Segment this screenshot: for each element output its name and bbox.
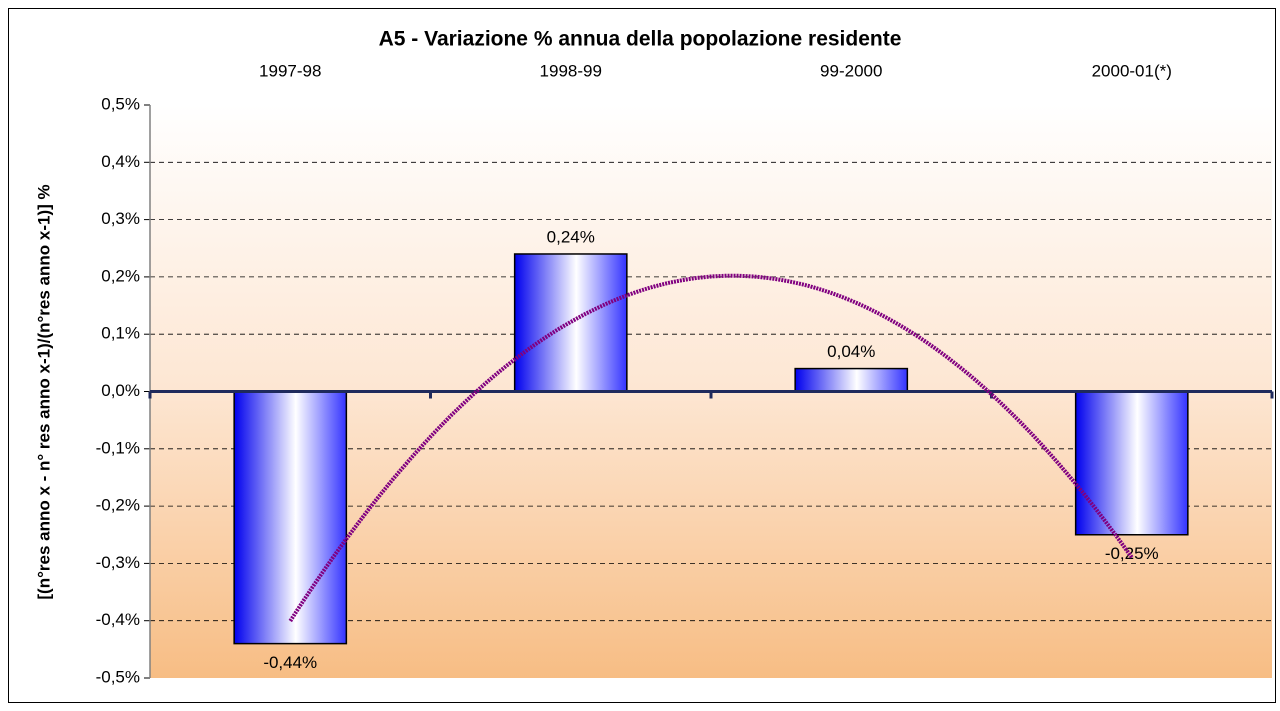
x-tick-label: 2000-01(*) [1092,61,1172,80]
x-tick-label: 1997-98 [259,61,321,80]
y-tick-label: 0,3% [101,209,140,228]
value-label: 0,24% [547,227,595,246]
x-tick-label: 99-2000 [820,61,882,80]
y-tick-label: 0,2% [101,266,140,285]
bar [233,390,348,645]
y-tick-label: -0,4% [96,610,140,629]
y-tick-label: -0,1% [96,438,140,457]
y-axis-label: [(n°res anno x - n° res anno x-1)/(n°res… [34,184,53,599]
y-tick-label: -0,5% [96,667,140,686]
trendline [288,273,1134,623]
value-label: 0,04% [827,342,875,361]
y-tick-label: -0,2% [96,496,140,515]
x-tick-label: 1998-99 [540,61,602,80]
y-tick-label: 0,0% [101,381,140,400]
value-label: -0,44% [263,653,317,672]
y-tick-label: 0,1% [101,324,140,343]
y-tick-label: 0,4% [101,152,140,171]
chart-title: A5 - Variazione % annua della popolazion… [379,28,902,51]
bar [1074,390,1189,536]
y-tick-label: -0,3% [96,553,140,572]
bar [513,253,628,393]
y-tick-label: 0,5% [101,94,140,113]
value-label: -0,25% [1105,544,1159,563]
bar [794,367,909,393]
